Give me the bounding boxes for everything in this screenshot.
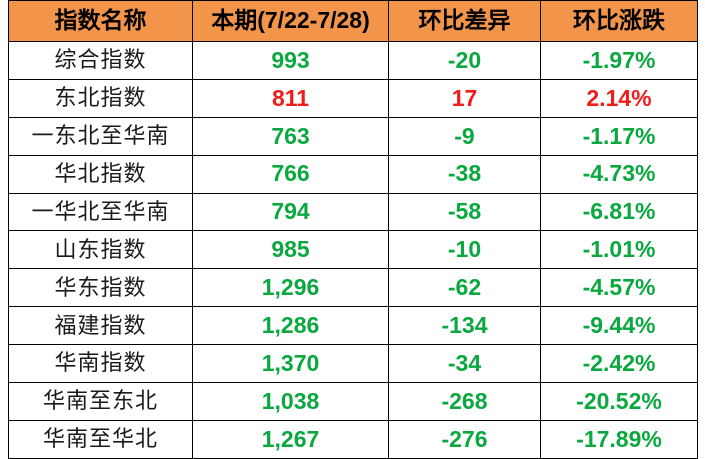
pct-value-cell: -17.89% <box>540 419 698 459</box>
diff-value-cell: -34 <box>388 344 541 384</box>
table-header: 指数名称 本期(7/22-7/28) 环比差异 环比涨跌 <box>8 0 698 42</box>
current-value-cell: 1,296 <box>192 268 389 308</box>
table-row: 综合指数 993 -20 -1.97% <box>8 41 698 80</box>
index-name-cell: 华南指数 <box>8 344 193 384</box>
diff-value-cell: -276 <box>388 419 541 459</box>
current-value-cell: 811 <box>192 78 389 118</box>
table-row: 华北指数 766 -38 -4.73% <box>8 154 698 194</box>
pct-value-cell: -1.17% <box>540 116 698 156</box>
current-value-cell: 766 <box>192 154 389 194</box>
diff-value-cell: -58 <box>388 192 541 232</box>
pct-value-cell: -2.42% <box>540 344 698 384</box>
diff-value-cell: -10 <box>388 230 541 270</box>
index-name-cell: 华南至华北 <box>8 419 193 459</box>
index-name-cell: 山东指数 <box>8 230 193 270</box>
table-row: 一东北至华南 763 -9 -1.17% <box>8 116 698 156</box>
diff-value-cell: 17 <box>388 78 541 118</box>
index-data-table: 指数名称 本期(7/22-7/28) 环比差异 环比涨跌 综合指数 993 -20-… <box>8 0 698 459</box>
pct-value-cell: -1.01% <box>540 230 698 270</box>
column-header-pct: 环比涨跌 <box>540 0 698 42</box>
current-value-cell: 794 <box>192 192 389 232</box>
diff-value-cell: -134 <box>388 306 541 346</box>
pct-value-cell: -6.81% <box>540 192 698 232</box>
table-row: 山东指数 985 -10 -1.01% <box>8 230 698 270</box>
pct-value-cell: -9.44% <box>540 306 698 346</box>
index-name-cell: 东北指数 <box>8 78 193 118</box>
index-name-cell: 华南至东北 <box>8 382 193 421</box>
table-row: 一华北至华南 794 -58 -6.81% <box>8 192 698 232</box>
table-row: 华南至东北 1,038 -268 -20.52% <box>8 382 698 421</box>
current-value-cell: 985 <box>192 230 389 270</box>
index-name-cell: 华东指数 <box>8 268 193 308</box>
diff-value-cell: -38 <box>388 154 541 194</box>
diff-value-cell: -9 <box>388 116 541 156</box>
current-value-cell: 1,286 <box>192 306 389 346</box>
current-value-cell: 1,267 <box>192 419 389 459</box>
header-row: 指数名称 本期(7/22-7/28) 环比差异 环比涨跌 <box>8 0 698 42</box>
diff-value-cell: -268 <box>388 382 541 421</box>
pct-value-cell: 2.14% <box>540 78 698 118</box>
index-name-cell: 综合指数 <box>8 41 193 80</box>
column-header-name: 指数名称 <box>8 0 193 42</box>
table-row: 东北指数 811 17 2.14% <box>8 78 698 118</box>
diff-value-cell: -20 <box>388 41 541 80</box>
pct-value-cell: -4.73% <box>540 154 698 194</box>
diff-value-cell: -62 <box>388 268 541 308</box>
column-header-diff: 环比差异 <box>388 0 541 42</box>
table-row: 华南至华北 1,267 -276 -17.89% <box>8 419 698 459</box>
table-row: 华南指数 1,370 -34 -2.42% <box>8 344 698 384</box>
index-name-cell: 一东北至华南 <box>8 116 193 156</box>
table-row: 华东指数 1,296 -62 -4.57% <box>8 268 698 308</box>
current-value-cell: 993 <box>192 41 389 80</box>
current-value-cell: 1,038 <box>192 382 389 421</box>
index-name-cell: 华北指数 <box>8 154 193 194</box>
table-row: 福建指数 1,286 -134 -9.44% <box>8 306 698 346</box>
current-value-cell: 1,370 <box>192 344 389 384</box>
current-value-cell: 763 <box>192 116 389 156</box>
index-name-cell: 福建指数 <box>8 306 193 346</box>
column-header-current: 本期(7/22-7/28) <box>192 0 389 42</box>
pct-value-cell: -4.57% <box>540 268 698 308</box>
pct-value-cell: -1.97% <box>540 41 698 80</box>
table-body: 综合指数 993 -20 -1.97% 东北指数 811 17 2.14% 一东北至华南 763-… <box>8 41 698 459</box>
pct-value-cell: -20.52% <box>540 382 698 421</box>
index-name-cell: 一华北至华南 <box>8 192 193 232</box>
